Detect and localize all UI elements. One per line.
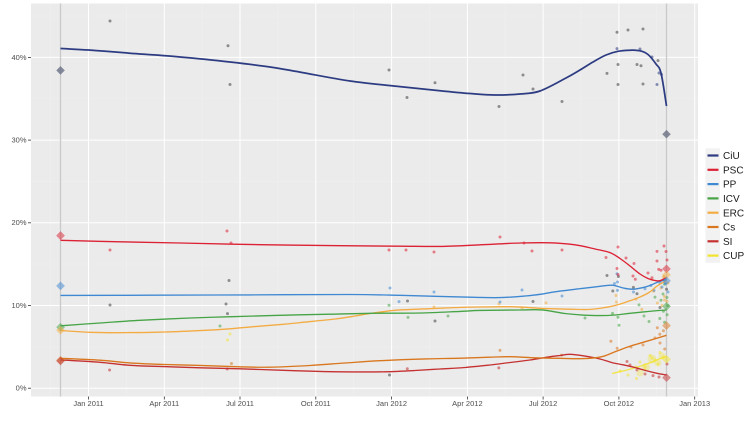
svg-text:20%: 20% [11, 218, 26, 227]
svg-text:Jan 2011: Jan 2011 [73, 399, 103, 408]
svg-text:10%: 10% [11, 301, 26, 310]
svg-text:40%: 40% [11, 53, 26, 62]
svg-text:Jan 2013: Jan 2013 [679, 399, 710, 408]
svg-text:SI: SI [723, 237, 732, 248]
svg-text:Jan 2012: Jan 2012 [376, 399, 407, 408]
svg-text:Oct 2012: Oct 2012 [604, 399, 634, 408]
svg-text:0%: 0% [16, 384, 27, 393]
svg-text:PSC: PSC [723, 165, 744, 176]
svg-text:CiU: CiU [723, 151, 740, 162]
svg-text:Jul 2012: Jul 2012 [529, 399, 557, 408]
svg-text:Oct 2011: Oct 2011 [301, 399, 331, 408]
svg-text:Jul 2011: Jul 2011 [226, 399, 254, 408]
svg-text:PP: PP [723, 180, 737, 191]
svg-text:Apr 2012: Apr 2012 [452, 399, 482, 408]
svg-text:ERC: ERC [723, 208, 744, 219]
svg-text:30%: 30% [11, 136, 26, 145]
svg-text:CUP: CUP [723, 251, 744, 262]
svg-text:ICV: ICV [723, 194, 740, 205]
svg-text:Cs: Cs [723, 223, 735, 234]
svg-text:Apr 2011: Apr 2011 [149, 399, 179, 408]
